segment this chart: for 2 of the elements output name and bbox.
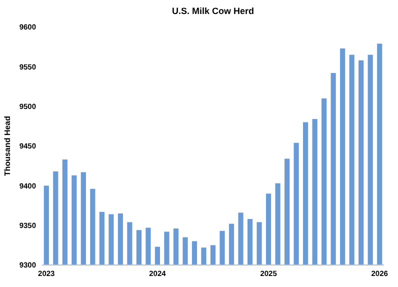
chart-title: U.S. Milk Cow Herd — [172, 6, 254, 16]
y-axis-title: Thousand Head — [3, 116, 12, 176]
